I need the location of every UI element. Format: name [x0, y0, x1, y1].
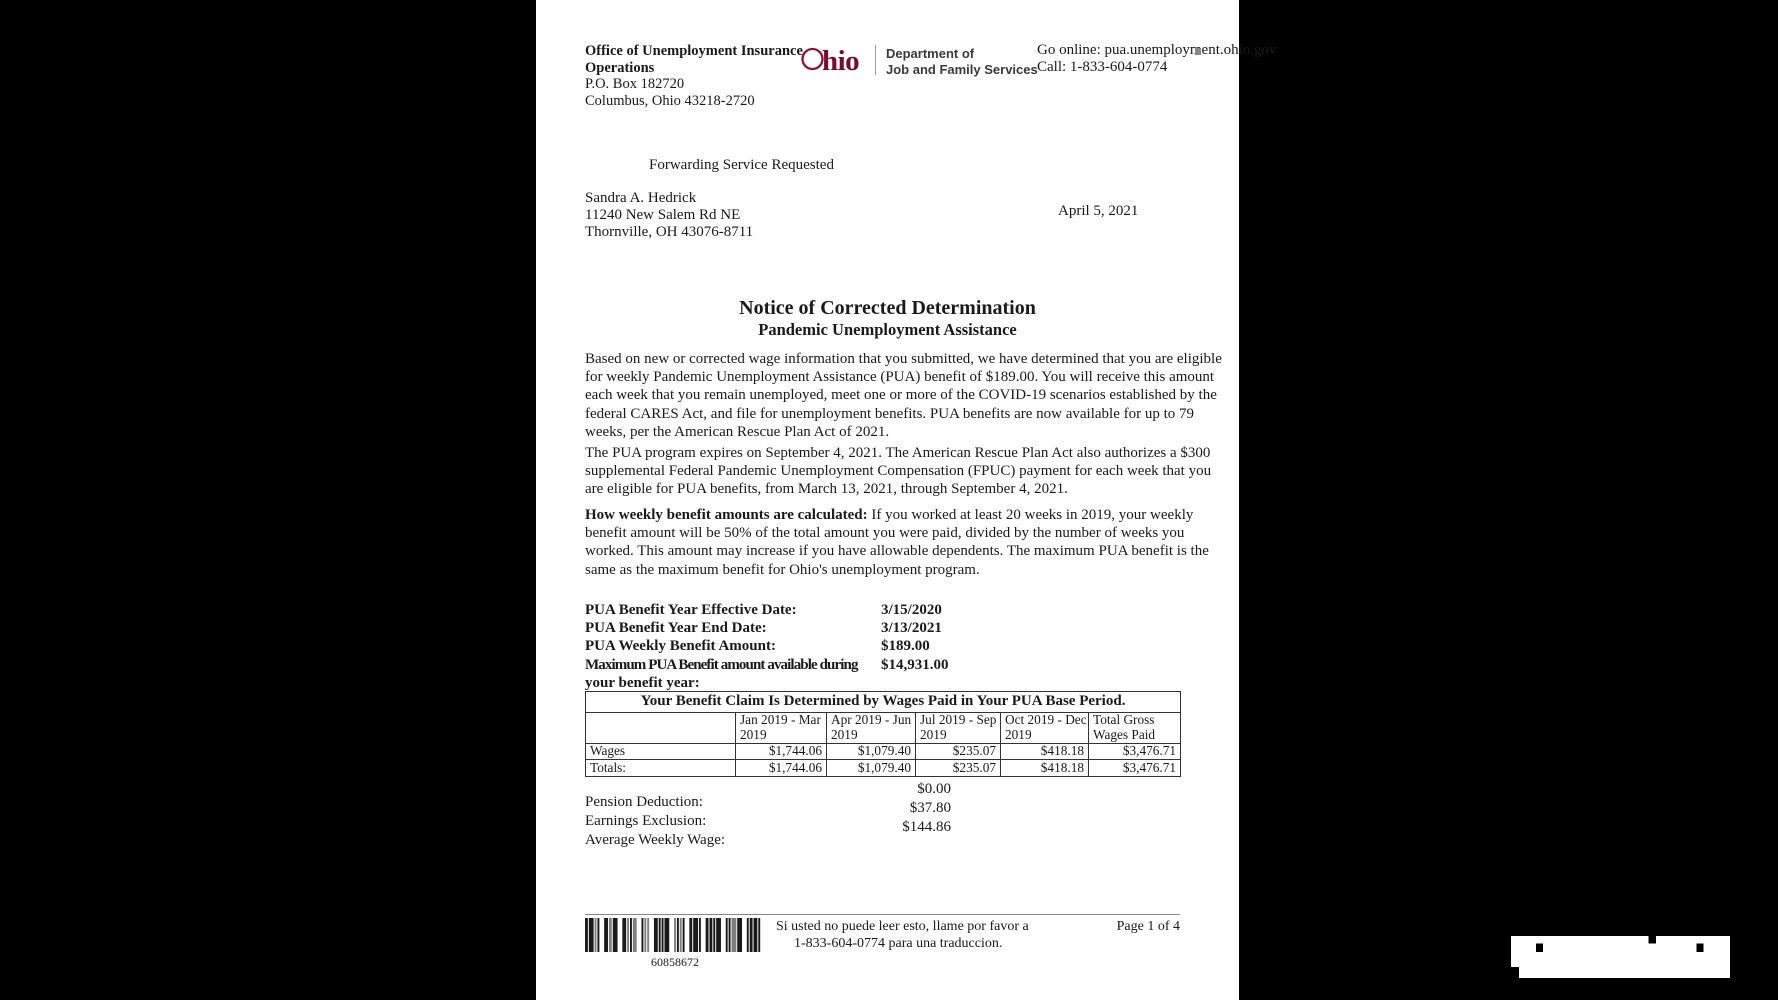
svg-text:hio: hio: [822, 45, 859, 76]
